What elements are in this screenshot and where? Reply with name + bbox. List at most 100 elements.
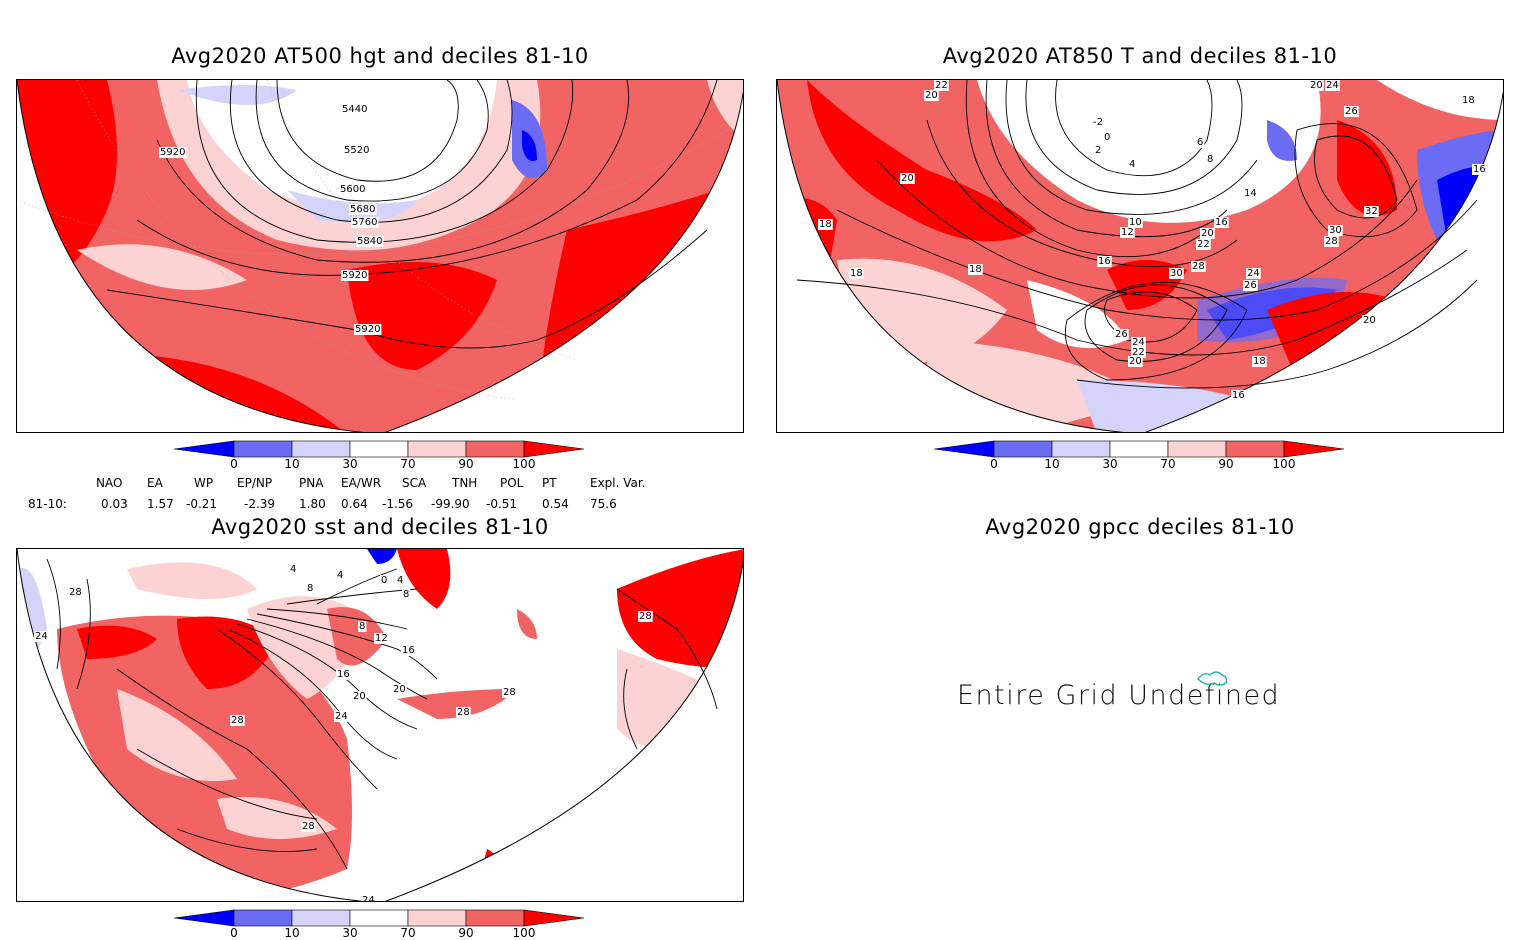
colorbar-swatch: [291, 909, 351, 927]
index-value: 0.03: [101, 497, 128, 511]
sst-contour-label: 28: [503, 687, 516, 698]
index-value: 1.57: [147, 497, 174, 511]
sst-contour-label: 20: [393, 684, 406, 695]
index-header: WP: [194, 476, 214, 490]
sst-contour-label: 0: [381, 575, 387, 586]
contour-label-background: [1364, 206, 1379, 217]
contour-label-background: [343, 145, 371, 156]
sst-contour-label: 28: [639, 611, 652, 622]
colorbar-swatch: [934, 440, 995, 458]
colorbar-swatch: [233, 909, 293, 927]
colorbar-tick: 30: [342, 926, 358, 940]
sst-contour-label: 24: [335, 711, 348, 722]
sst-contour-label: 28: [231, 715, 244, 726]
t850-contour-label: 18: [819, 219, 832, 230]
colorbar-swatch: [349, 909, 409, 927]
t850-contour-label: 20: [925, 90, 938, 101]
colorbar-top-right: [934, 440, 1346, 458]
index-value: -0.21: [186, 497, 218, 511]
sst-map-panel: 28 24 4 8 4 0 4 8 8 12 16 16 20 20 24 28…: [16, 548, 744, 902]
contour-label-background: [456, 707, 471, 718]
t850-panel-title: Avg2020 AT850 T and deciles 81-10: [942, 44, 1338, 68]
contour-label-background: [361, 895, 376, 901]
sst-contour-label: 24: [35, 631, 48, 642]
sst-contour-label: 20: [353, 691, 366, 702]
colorbar-swatches: [174, 909, 585, 927]
contour-label-background: [396, 575, 405, 586]
contour-label-background: [638, 611, 653, 622]
colorbar-swatches: [174, 440, 585, 458]
index-value: 75.6: [590, 497, 617, 511]
contour-label-background: [1231, 390, 1246, 401]
colorbar-swatch: [349, 440, 409, 458]
t850-contour-label: 10: [1129, 217, 1142, 228]
sst-contour-label: 28: [457, 707, 470, 718]
t850-contour-label: 12: [1121, 227, 1134, 238]
contour-label-background: [1246, 268, 1261, 279]
contour-label-background: [341, 104, 369, 115]
index-header: EA/WR: [341, 476, 382, 490]
contour-label-background: [339, 184, 367, 195]
t850-contour-label: 8: [1207, 154, 1213, 165]
t850-contour-label: 28: [1192, 261, 1205, 272]
t850-contour-label: 14: [1244, 188, 1257, 199]
contour-label-background: [334, 711, 349, 722]
t850-contour-label: 22: [935, 80, 948, 91]
colorbar-swatch: [233, 440, 293, 458]
gpcc-coastline-fragment: [1197, 671, 1228, 686]
contour-label-background: [818, 219, 833, 230]
contour-label-background: [1214, 217, 1229, 228]
index-header: PNA: [299, 476, 324, 490]
contour-label-background: [401, 645, 416, 656]
sst-contour-label: 28: [302, 821, 315, 832]
contour-label-background: [900, 173, 915, 184]
contour-label-background: [1103, 132, 1112, 143]
sst-contour-label: 4: [337, 570, 343, 581]
colorbar-swatch: [1051, 440, 1111, 458]
t850-contour-label: 0: [1104, 132, 1110, 143]
colorbar-swatch: [407, 909, 467, 927]
contour-label-background: [1196, 137, 1205, 148]
contour-label-background: [1128, 159, 1137, 170]
colorbar-swatch: [1225, 440, 1285, 458]
sst-contour-label: 4: [290, 564, 296, 575]
contour-label-background: [1092, 117, 1104, 128]
index-header: TNH: [452, 476, 478, 490]
z500-contour-label: 5440: [342, 104, 367, 115]
t850-contour-label: 24: [1247, 268, 1260, 279]
sst-contour-labels: 28 24 4 8 4 0 4 8 8 12 16 16 20 20 24 28…: [34, 564, 653, 902]
t850-contour-label: 18: [1253, 356, 1266, 367]
t850-contour-label: 2: [1095, 145, 1101, 156]
t850-contour-label: 18: [850, 268, 863, 279]
sst-panel-title: Avg2020 sst and deciles 81-10: [211, 515, 549, 539]
contour-label-background: [230, 715, 245, 726]
z500-contour-labels: 5440 5520 5600 5680 5760 5840 5920 5920 …: [159, 104, 384, 335]
colorbar-swatch: [465, 440, 525, 458]
contour-label-background: [1169, 268, 1184, 279]
z500-contour-label: 5920: [355, 324, 380, 335]
colorbar-tick: 0: [230, 457, 238, 471]
contour-label-background: [289, 564, 298, 575]
z500-contour-label: 5680: [350, 204, 375, 215]
colorbar-swatch: [1283, 440, 1345, 458]
index-row-label: 81-10:: [28, 497, 67, 511]
contour-label-background: [1309, 80, 1324, 91]
t850-contour-label: 30: [1170, 268, 1183, 279]
gpcc-undefined-message: Entire Grid Undefined: [957, 680, 1281, 711]
colorbar-tick: 10: [284, 926, 300, 940]
contour-label-background: [1191, 261, 1206, 272]
colorbar-swatch: [523, 909, 585, 927]
sst-contour-label: 16: [337, 669, 350, 680]
t850-contour-label: 26: [1244, 280, 1257, 291]
contour-label-background: [1461, 95, 1476, 106]
sst-contour-label: 24: [362, 895, 375, 902]
t850-contour-label: 20: [1310, 80, 1323, 91]
t850-contour-label: 26: [1345, 106, 1358, 117]
colorbar-tick: 30: [342, 457, 358, 471]
t850-contour-label: 26: [1115, 329, 1128, 340]
contour-label-background: [380, 575, 389, 586]
z500-contour-label: 5920: [342, 270, 367, 281]
t850-contour-label: 16: [1215, 217, 1228, 228]
contour-label-background: [1097, 256, 1112, 267]
contour-label-background: [934, 80, 949, 91]
